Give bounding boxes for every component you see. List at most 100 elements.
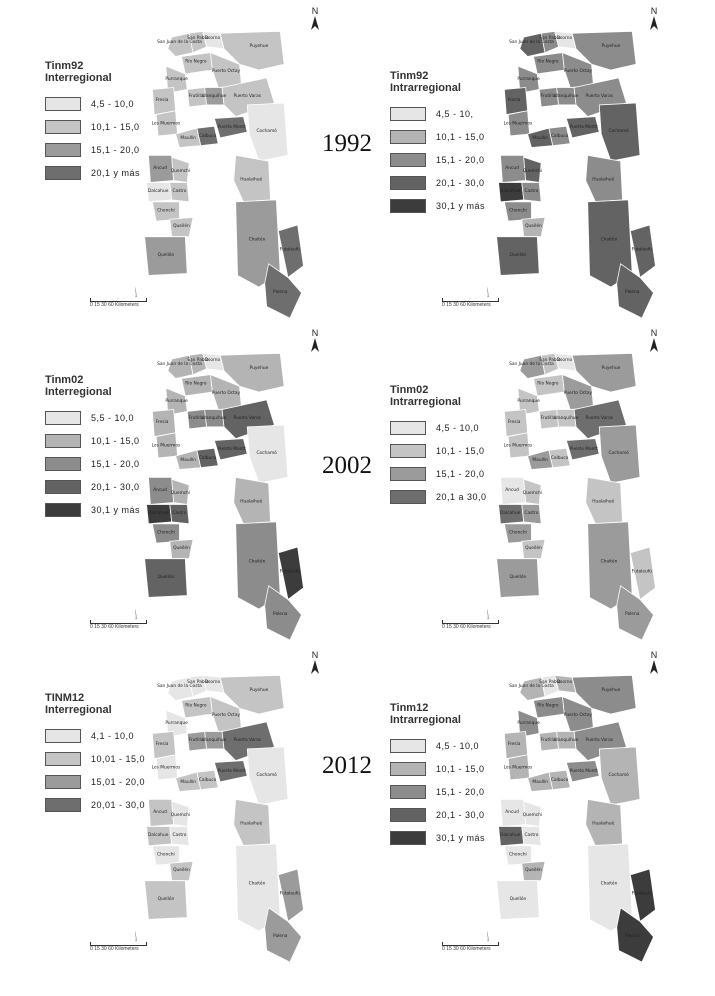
municipality-region [167,676,194,701]
municipality-region [519,676,546,701]
municipality-region [616,907,654,963]
municipality-region [246,424,289,484]
legend-entry: 4,1 - 10,0 [45,724,145,747]
municipality-region [598,746,641,806]
municipality-label: Purranque [517,398,540,404]
legend-label: 10,1 - 15,0 [91,435,140,446]
municipality-label: Frutillar [541,737,558,743]
north-arrow-icon: N [308,6,322,32]
municipality-region [169,504,190,525]
scale-bar: 0 15 30 60 Kilometers [90,620,147,630]
legend-label: 15,1 - 20,0 [91,458,140,469]
municipality-label: Quellón [158,895,175,902]
municipality-label: Frutillar [541,93,558,99]
municipality-label: Calbuco [199,133,217,139]
municipality-label: Chonchi [509,530,527,536]
legend-swatch [45,433,81,448]
island-shape [487,608,490,620]
municipality-label: Puerto Montt [570,768,598,774]
north-label: N [311,328,319,338]
legend: Tinm02 Intrarregional 4,5 - 10,0 10,1 - 15,… [390,384,487,508]
municipality-label: Palena [273,289,288,295]
municipality-label: Cochamó [256,449,277,456]
municipality-label: Queilén [173,866,190,873]
municipality-label: Puerto Montt [570,124,598,130]
municipality-label: Llanquihue [202,737,226,743]
municipality-region [196,447,219,469]
scale-bar-label: 0 15 30 60 Kilometers [90,302,139,308]
island-shape [135,286,138,298]
municipality-region [167,354,194,379]
legend-label: 15,1 - 20,0 [91,144,140,155]
scale-bar-label: 0 15 30 60 Kilometers [442,946,491,952]
municipality-label: Osorno [557,679,573,685]
municipality-label: Quemchi [523,812,542,818]
municipality-label: San Pablo [187,357,209,363]
municipality-label: Quemchi [171,490,190,496]
municipality-label: San Juan de la Costa [157,361,202,367]
municipality-label: Castro [172,188,186,194]
municipality-region [598,102,641,162]
municipality-region [496,558,540,598]
legend: Tinm02 Interregional 5,5 - 10,0 10,1 - 15,0… [45,374,140,521]
legend-entry: 15,1 - 20,0 [390,780,485,803]
municipality-label: Puerto Octay [212,712,241,718]
municipality-label: San Pablo [539,679,561,685]
legend-title-line1: Tinm02 [45,374,84,386]
municipality-region [521,826,542,847]
municipality-label: Puerto Varas [586,415,614,421]
municipality-label: Puerto Montt [570,446,598,452]
municipality-region [196,769,219,791]
legend-swatch [45,479,81,494]
municipality-label: Dalcahue [148,510,169,516]
legend-entry: 30,1 y más [390,194,485,217]
island-shape [487,930,490,942]
municipality-label: Fresia [156,741,169,747]
island-shape [487,286,490,298]
municipality-label: Fresia [156,419,169,425]
municipality-label: Quellón [510,251,527,258]
municipality-label: Maullín [180,134,196,141]
north-arrow-icon: N [647,6,661,32]
municipality-label: Purranque [517,76,540,82]
scale-bar: 0 15 30 60 Kilometers [442,620,499,630]
scale-bar-line [442,620,499,624]
municipality-label: Ancud [505,487,519,493]
legend: Tinm12 Intrarregional 4,5 - 10,0 10,1 - 15,… [390,702,485,849]
legend-title-line2: Interregional [45,704,112,716]
legend-entry: 4,5 - 10,0 [390,416,487,439]
legend-label: 20,1 - 30,0 [91,481,140,492]
municipality-label: Puerto Octay [564,712,593,718]
municipality-label: Frutillar [189,737,206,743]
year-label: 2012 [322,752,372,779]
municipality-label: Castro [172,832,186,838]
municipality-label: Dalcahue [148,832,169,838]
legend-entry: 5,5 - 10,0 [45,406,140,429]
municipality-label: Quemchi [171,812,190,818]
legend-label: 15,01 - 20,0 [91,776,146,787]
municipality-region [167,32,194,57]
municipality-label: Frutillar [189,415,206,421]
municipality-region [521,182,542,203]
municipality-label: Castro [524,510,538,516]
legend-swatch [45,728,81,743]
municipality-region [169,182,190,203]
municipality-label: Futaleufú [632,245,653,252]
legend-label: 4,1 - 10,0 [91,730,135,741]
island-shape [135,930,138,942]
legend-label: 10,1 - 15,0 [91,121,140,132]
legend-entry: 4,5 - 10,0 [390,734,485,757]
legend-swatch [45,165,81,180]
legend-swatch [45,774,81,789]
municipality-label: Puerto Varas [234,737,262,743]
scale-bar-line [90,298,147,302]
legend-entry: 15,1 - 20,0 [390,462,487,485]
municipality-label: Maullín [180,456,196,463]
municipality-region [264,585,302,641]
municipality-region [565,760,600,783]
municipality-region [219,674,285,715]
legend-title-line1: Tinm02 [390,384,429,396]
legend-label: 5,5 - 10,0 [91,412,135,423]
municipality-label: Chaitén [601,558,618,565]
